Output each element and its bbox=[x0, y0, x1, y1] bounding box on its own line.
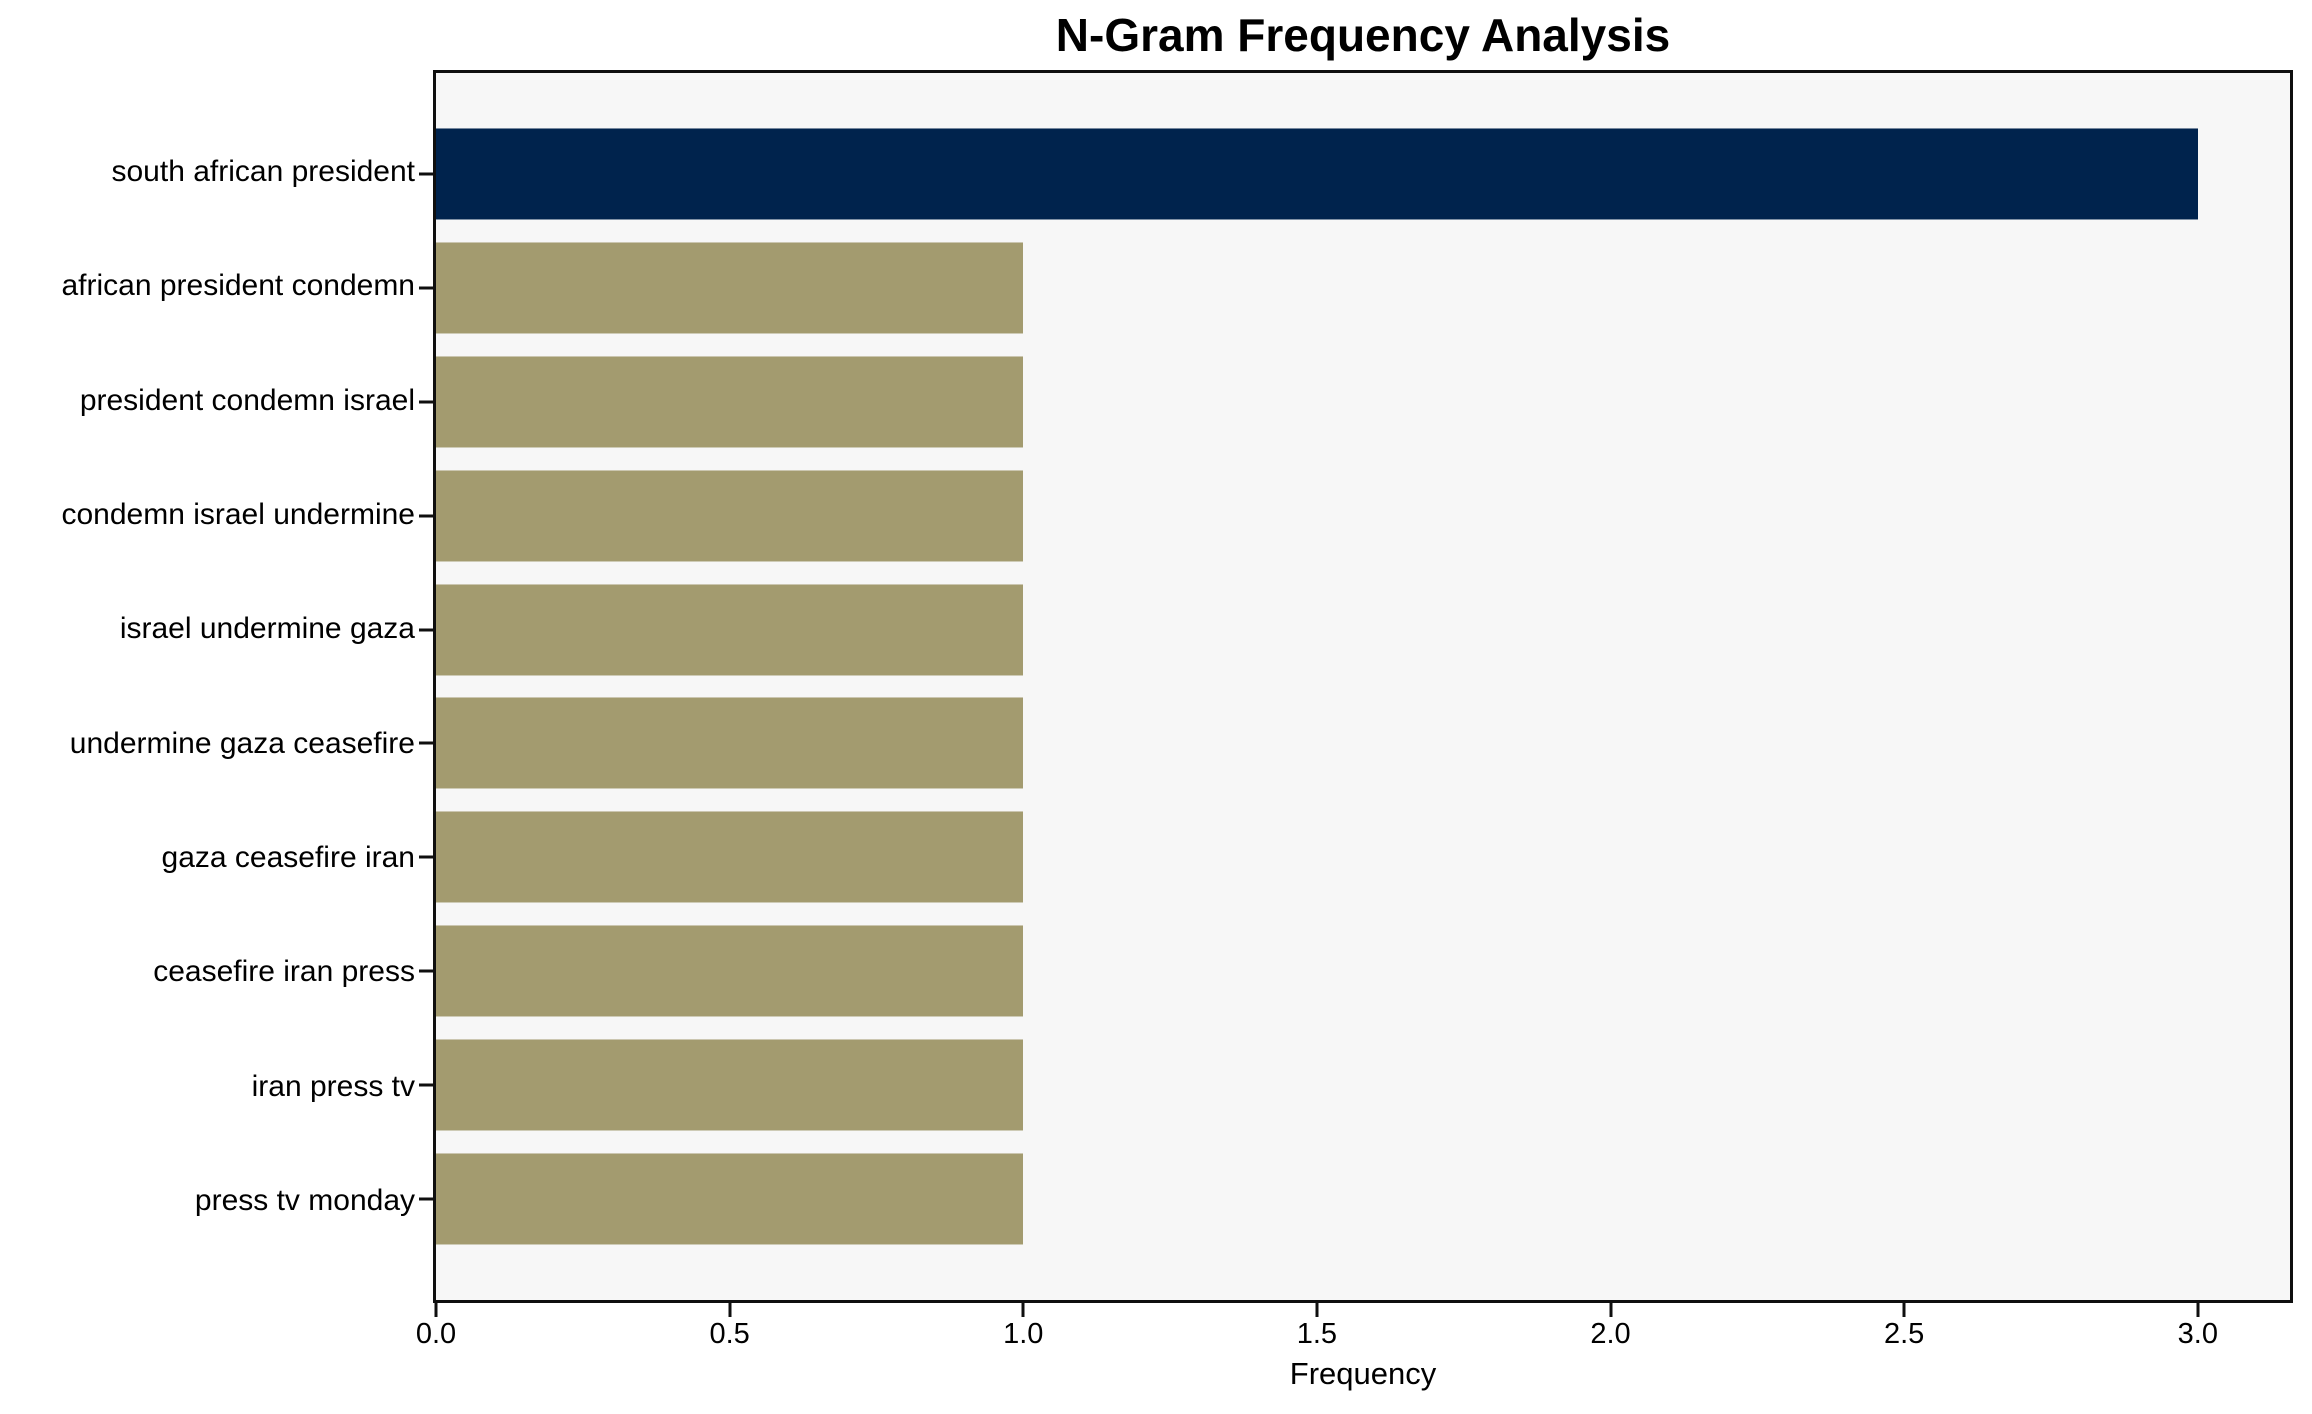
x-tick-label: 3.0 bbox=[2177, 1318, 2218, 1350]
bar bbox=[436, 1153, 1024, 1245]
x-axis-label: Frequency bbox=[1289, 1356, 1437, 1391]
y-tick-label: ceasefire iran press bbox=[153, 955, 415, 989]
bar bbox=[436, 242, 1024, 334]
y-tick-mark bbox=[419, 855, 433, 859]
bar bbox=[436, 811, 1024, 903]
bar bbox=[436, 584, 1024, 676]
chart-title: N-Gram Frequency Analysis bbox=[1055, 9, 1671, 61]
y-tick-label: iran press tv bbox=[251, 1069, 415, 1103]
x-tick-label: 0.0 bbox=[415, 1318, 457, 1350]
x-tick-mark bbox=[434, 1303, 438, 1317]
x-tick-label: 1.5 bbox=[1296, 1318, 1338, 1350]
y-tick-mark bbox=[419, 1197, 433, 1201]
x-tick-mark bbox=[2196, 1303, 2200, 1317]
y-tick-mark bbox=[419, 514, 433, 518]
bar bbox=[436, 470, 1024, 562]
bar bbox=[436, 697, 1024, 789]
y-tick-label: israel undermine gaza bbox=[119, 612, 415, 646]
bar bbox=[436, 925, 1024, 1017]
bar bbox=[436, 356, 1024, 448]
y-tick-mark bbox=[419, 1083, 433, 1087]
y-tick-mark bbox=[419, 400, 433, 404]
x-tick-mark bbox=[728, 1303, 732, 1317]
x-tick-label: 1.0 bbox=[1003, 1318, 1044, 1350]
bar bbox=[436, 128, 2198, 220]
x-tick-mark bbox=[1609, 1303, 1613, 1317]
y-tick-label: gaza ceasefire iran bbox=[161, 841, 415, 875]
y-tick-label: south african president bbox=[111, 154, 415, 188]
y-tick-label: condemn israel undermine bbox=[61, 497, 415, 531]
y-tick-mark bbox=[419, 172, 433, 176]
y-tick-label: african president condemn bbox=[61, 269, 415, 303]
bar bbox=[436, 1039, 1024, 1131]
y-tick-label: undermine gaza ceasefire bbox=[69, 726, 415, 760]
x-tick-mark bbox=[1902, 1303, 1906, 1317]
bars-layer bbox=[436, 73, 2290, 1300]
x-tick-label: 2.0 bbox=[1590, 1318, 1631, 1350]
x-tick-mark bbox=[1021, 1303, 1025, 1317]
x-tick-label: 2.5 bbox=[1883, 1318, 1925, 1350]
y-tick-mark bbox=[419, 628, 433, 632]
x-tick-mark bbox=[1315, 1303, 1319, 1317]
plot-area: 0.0 0.5 1.0 1.5 2.0 2.5 3.0 bbox=[416, 70, 2293, 1350]
y-tick-label: president condemn israel bbox=[79, 383, 415, 417]
y-tick-mark bbox=[419, 969, 433, 973]
y-tick-mark bbox=[419, 741, 433, 745]
y-tick-label: press tv monday bbox=[194, 1184, 415, 1218]
x-tick-label: 0.5 bbox=[709, 1318, 750, 1350]
y-tick-mark bbox=[419, 286, 433, 290]
